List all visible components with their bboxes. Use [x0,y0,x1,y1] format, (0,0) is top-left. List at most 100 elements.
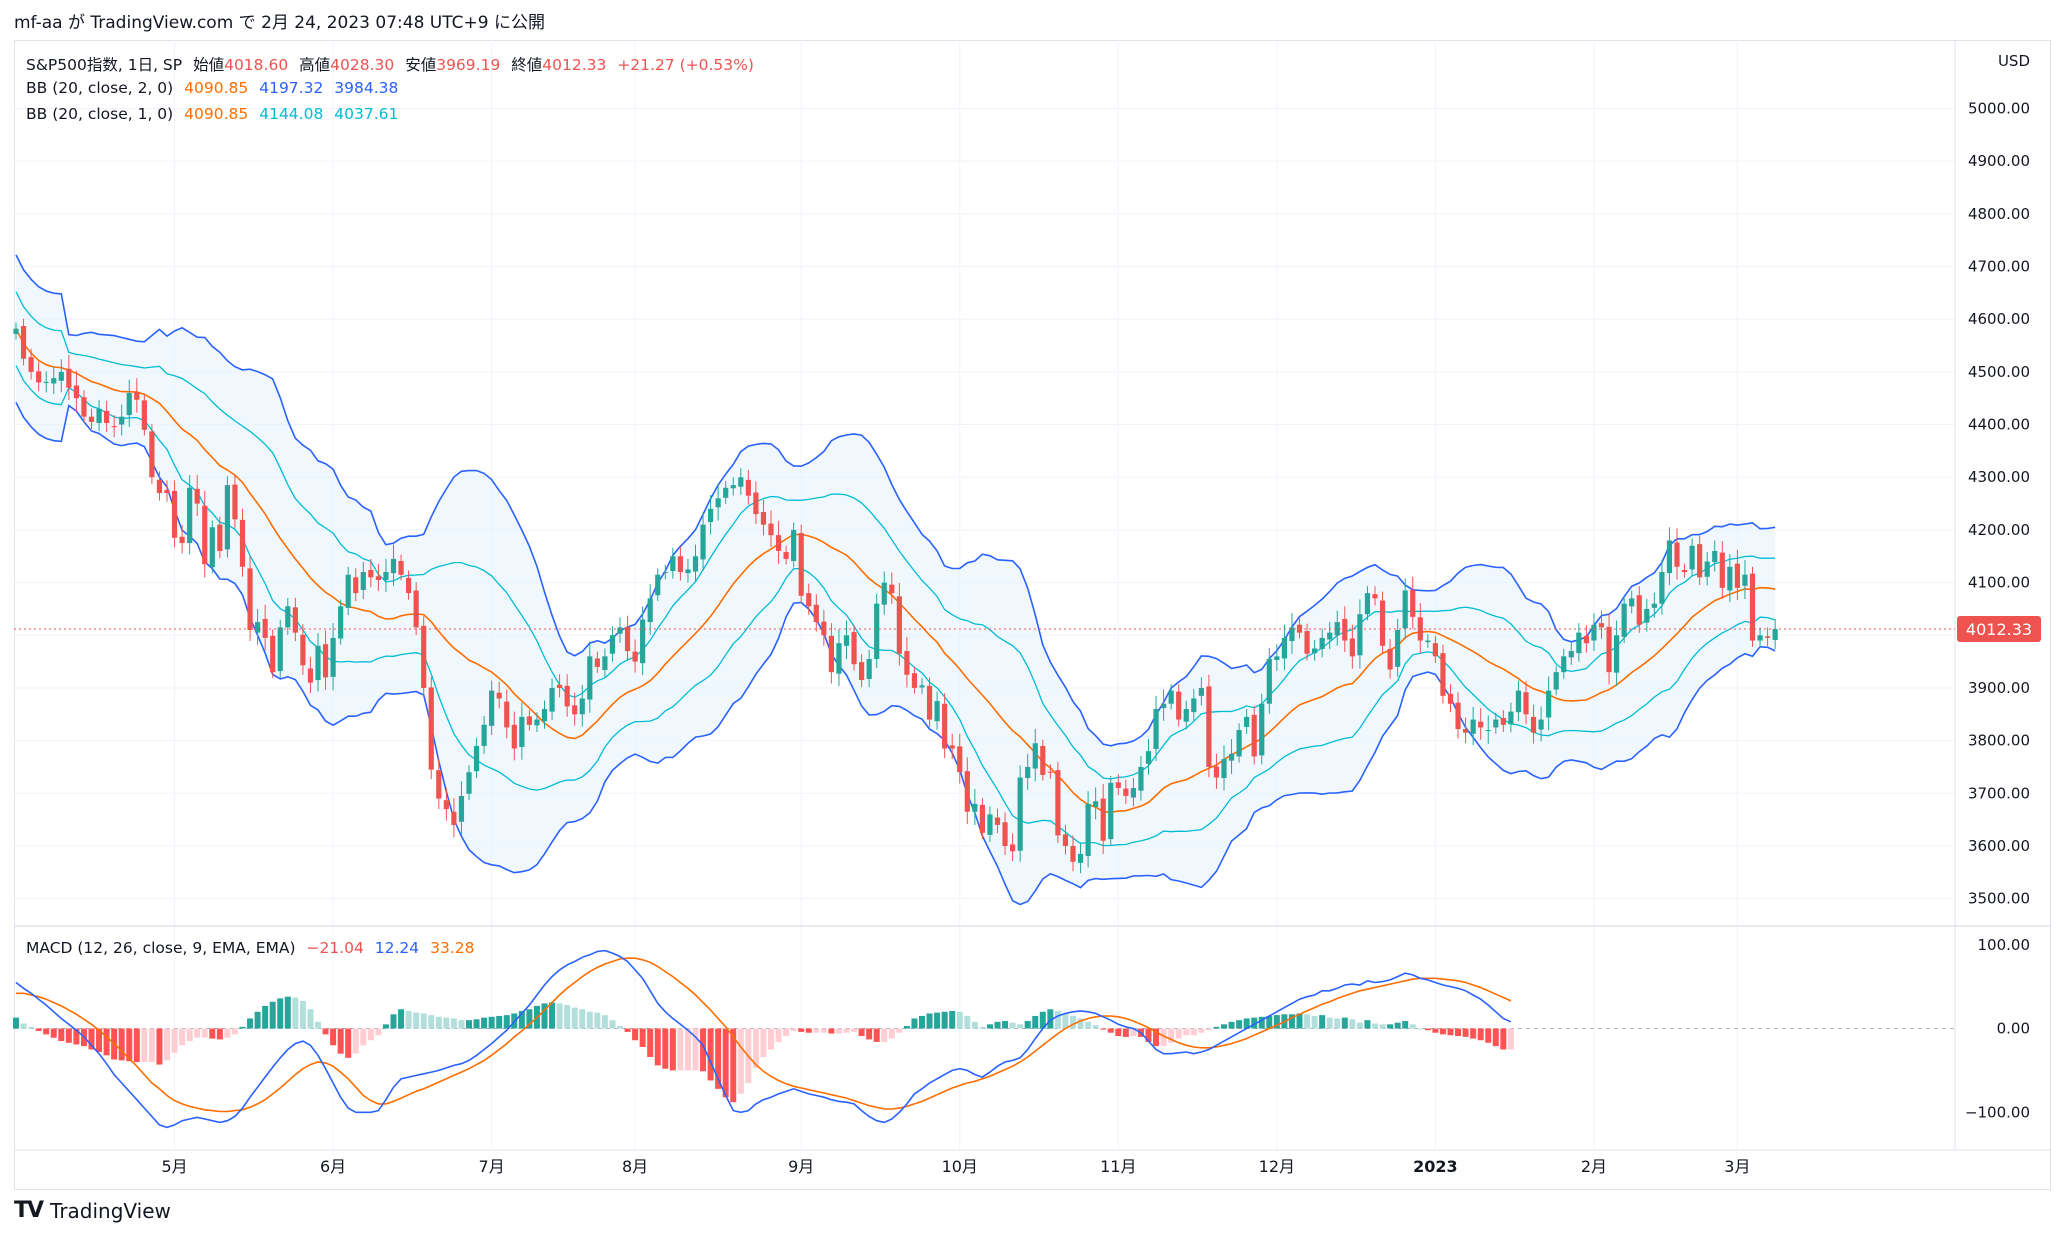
macd-histogram-bar [964,1015,971,1029]
candle-body [1161,703,1167,708]
macd-histogram-bar [1130,1028,1137,1037]
candle-body [1281,637,1287,659]
macd-histogram-bar [65,1028,72,1043]
candle-body [179,536,185,544]
macd-signal-line [16,957,1512,1113]
candle-body [13,328,19,334]
macd-histogram-bar [179,1028,186,1046]
candle-body [1025,766,1031,779]
macd-histogram-bar [873,1028,880,1042]
candle-body [987,814,993,835]
candle-body [1591,624,1597,641]
macd-histogram-bar [209,1028,216,1039]
macd-histogram-bar [586,1011,593,1029]
candle-body [443,800,449,810]
macd-histogram-bar [798,1028,805,1032]
macd-histogram-bar [1190,1028,1197,1036]
macd-histogram-bar [1311,1015,1318,1029]
candle-body [692,556,699,572]
candle-body [632,651,638,662]
candle-body [383,572,389,580]
candle-body [1629,598,1635,607]
low-value: 3969.19 [436,56,501,74]
price-tick-label: 4300.00 [1968,468,2030,486]
macd-histogram-bar [1304,1014,1311,1029]
open-value: 4018.60 [224,56,289,74]
candle-body [549,687,555,712]
axes: 5000.00 4900.00 4800.00 4700.00 4600.00 4500.… [14,40,2051,1176]
brand-name: TradingView [50,1198,171,1223]
candle-body [926,685,933,720]
candle-body [104,410,110,423]
time-tick-label: 6月 [320,1157,346,1176]
candle-body [390,558,397,574]
macd-histogram-bar [1024,1020,1031,1029]
low-label: 安値 [405,56,437,74]
bb1-upper: 4144.08 [259,105,324,123]
macd-histogram-bar [579,1009,586,1029]
chart-frame[interactable] [14,40,2051,1190]
candle-body [1047,771,1053,773]
macd-histogram-bar [382,1024,389,1029]
macd-line-value: 12.24 [374,939,420,957]
candle-body [1742,574,1748,586]
candle-body [300,634,306,666]
candle-body [126,392,132,416]
candle-body [285,606,291,628]
price-tick-label: 4800.00 [1968,205,2030,223]
candle-body [1523,692,1529,715]
candle-body [1463,729,1469,733]
macd-histogram-bar [707,1028,714,1081]
macd-histogram-bar [760,1028,767,1058]
tradingview-footer[interactable]: TV TradingView [14,1198,171,1223]
candle-body [1251,714,1257,757]
candle-body [1727,566,1733,591]
macd-histogram-bar [971,1021,978,1029]
candle-body [1198,687,1204,696]
macd-histogram-bar [979,1026,986,1029]
candle-body [51,378,57,384]
candle-body [149,431,155,478]
macd-name: MACD (12, 26, close, 9, EMA, EMA) [26,939,296,957]
candle-body [957,746,963,773]
change-value: +21.27 (+0.53%) [617,56,754,74]
candle-body [262,618,268,638]
macd-histogram-bar [428,1015,435,1029]
macd-histogram-bar [722,1028,729,1098]
candle-body [1749,573,1756,641]
macd-histogram-bar [919,1015,925,1029]
time-tick-label: 3月 [1724,1157,1750,1176]
candle-body [859,662,865,681]
candle-body [685,569,691,574]
price-tick-label: 4500.00 [1968,363,2030,381]
macd-histogram-bar [594,1012,601,1029]
time-tick-label: 8月 [622,1157,648,1176]
bb1-upper-line [15,291,1776,780]
candle-body [368,569,374,578]
candle-body [1017,777,1023,851]
macd-histogram-bar [1288,1014,1295,1029]
macd-histogram-bar [1470,1028,1477,1039]
macd-histogram-bar [662,1028,669,1069]
macd-histogram-bar [518,1010,525,1029]
macd-histogram-bar [503,1015,510,1029]
macd-histogram-bar [224,1028,231,1038]
candle-body [753,492,759,515]
macd-pane [13,949,1955,1129]
macd-histogram-bar [790,1028,797,1032]
macd-histogram-bar [1417,1028,1424,1030]
candle-body [1530,716,1537,733]
macd-histogram-bar [926,1013,933,1029]
candle-body [330,637,336,677]
candle-body [874,603,880,659]
bb2-name: BB (20, close, 2, 0) [26,79,174,97]
price-tick-label: 4400.00 [1968,416,2030,434]
macd-histogram-bar [1047,1009,1054,1029]
macd-histogram-bar [1002,1020,1009,1029]
candle-body [1100,798,1106,841]
candle-body [1312,648,1318,654]
candle-body [783,552,789,559]
macd-tick-label: 100.00 [1978,936,2031,954]
publish-header: mf-aa が TradingView.com で 2月 24, 2023 07… [14,13,545,33]
